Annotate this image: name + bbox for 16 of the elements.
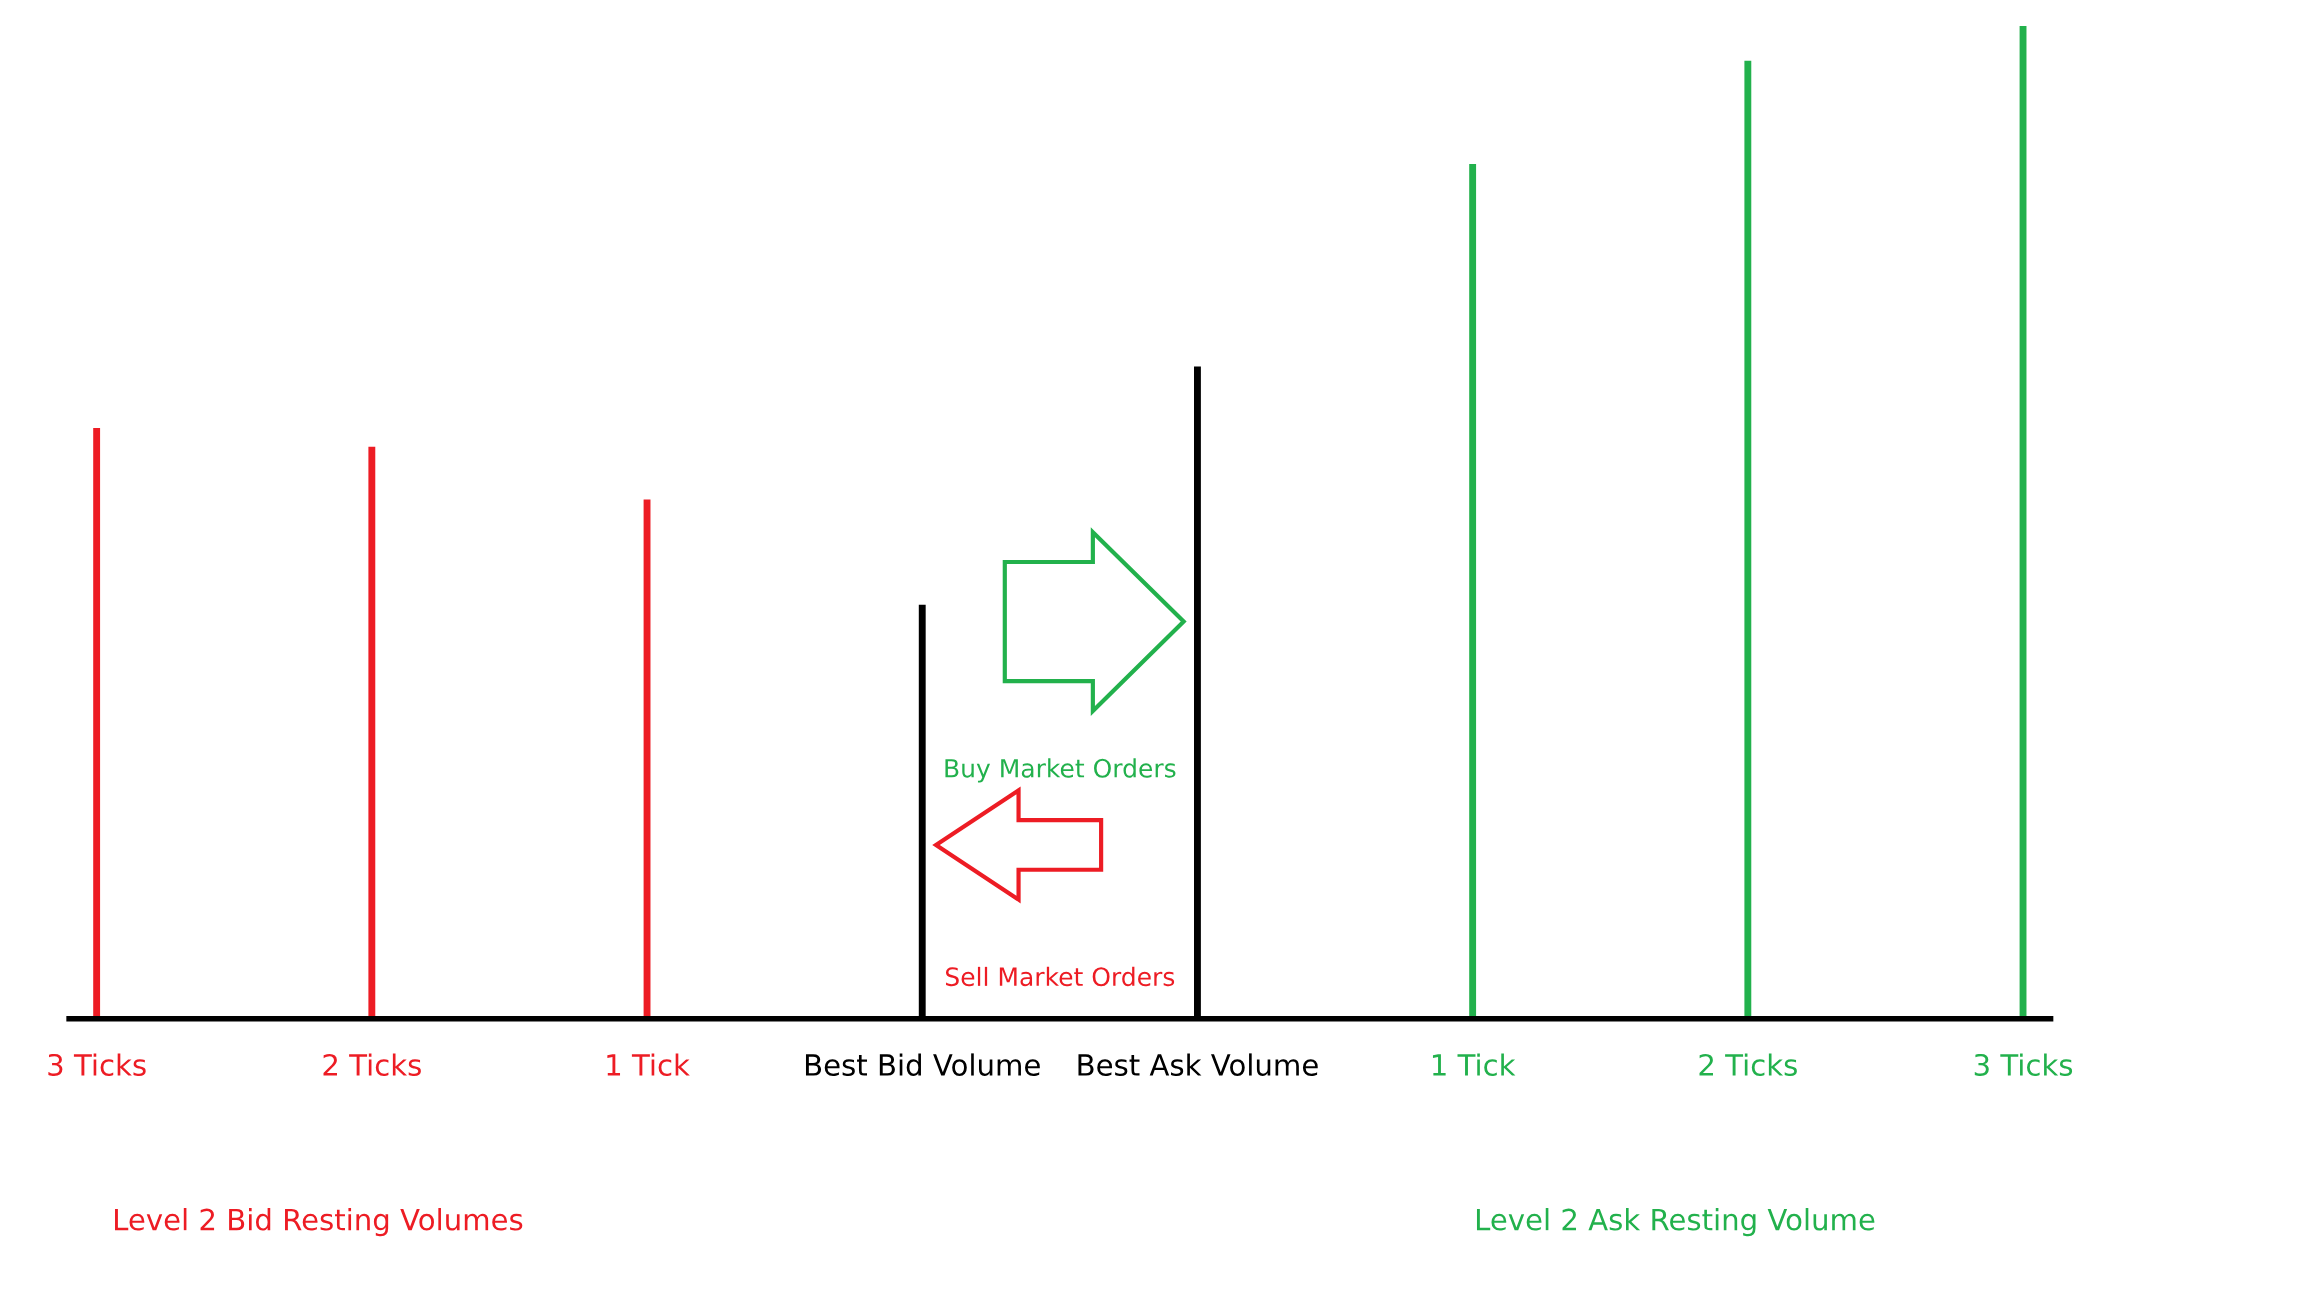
x-tick-label: 1 Tick <box>607 1053 690 1076</box>
x-tick-label: Best Ask Volume <box>1078 1053 1318 1076</box>
text: Level 2 Ask Resting Volume <box>1476 1208 1875 1237</box>
bar <box>1469 163 1477 1019</box>
text: Level 2 Bid Resting Volumes <box>115 1208 523 1237</box>
bar <box>1744 60 1752 1019</box>
x-tick-label: 2 Ticks <box>323 1053 421 1076</box>
x-tick-label: 3 Ticks <box>48 1053 146 1076</box>
bar <box>368 446 376 1019</box>
x-tick-label: 3 Ticks <box>1974 1053 2073 1076</box>
annotation: Buy Market Orders <box>945 758 1176 783</box>
x-tick-label: Best Bid Volume <box>805 1053 1040 1076</box>
bar <box>93 427 101 1019</box>
x-tick-label: 1 Tick <box>1432 1053 1516 1076</box>
annotation: Sell Market Orders <box>945 966 1175 987</box>
x-tick-label: 2 Ticks <box>1699 1053 1797 1076</box>
